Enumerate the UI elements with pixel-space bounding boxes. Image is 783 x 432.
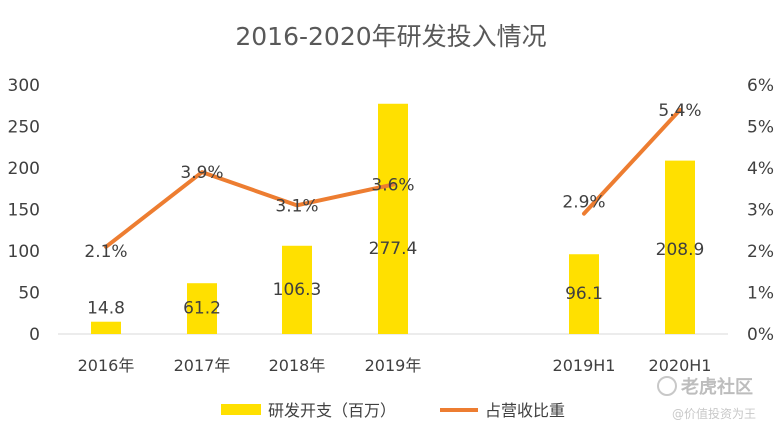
- left-tick-label: 50: [18, 284, 40, 304]
- bar: [378, 103, 408, 335]
- line-data-label: 3.1%: [275, 196, 318, 216]
- line-data-label: 3.6%: [371, 176, 414, 196]
- left-tick-label: 100: [8, 242, 40, 262]
- bar-data-labels: 14.8 61.2 106.3 277.4 96.1 208.9: [87, 239, 704, 319]
- bar-data-label: 61.2: [183, 299, 221, 319]
- category-label: 2019年: [365, 356, 422, 375]
- left-tick-label: 150: [8, 201, 40, 221]
- watermark-logo-icon: [657, 376, 677, 396]
- category-label: 2019H1: [553, 356, 616, 375]
- line-series: [104, 107, 682, 249]
- legend: 研发开支（百万） 占营收比重: [221, 401, 565, 420]
- line-data-label: 5.4%: [658, 101, 701, 121]
- right-tick-label: 0%: [747, 325, 774, 345]
- category-label: 2018年: [269, 356, 326, 375]
- right-tick-label: 3%: [747, 201, 774, 221]
- bar-series: [91, 103, 695, 335]
- right-tick-label: 6%: [747, 76, 774, 96]
- category-label: 2016年: [78, 356, 135, 375]
- line-data-label: 2.9%: [562, 193, 605, 213]
- bar: [91, 321, 121, 334]
- legend-label-bar: 研发开支（百万）: [268, 401, 396, 420]
- left-axis-ticks: 0 50 100 150 200 250 300: [8, 76, 40, 345]
- chart-title: 2016-2020年研发投入情况: [235, 22, 546, 51]
- bar-data-label: 208.9: [656, 240, 705, 260]
- right-tick-label: 2%: [747, 242, 774, 262]
- bar-data-label: 277.4: [369, 239, 418, 259]
- left-tick-label: 300: [8, 76, 40, 96]
- right-axis-ticks: 0% 1% 2% 3% 4% 5% 6%: [747, 76, 774, 345]
- legend-label-line: 占营收比重: [485, 401, 565, 420]
- left-tick-label: 200: [8, 159, 40, 179]
- line-segment: [104, 170, 395, 249]
- line-data-label: 2.1%: [84, 242, 127, 262]
- category-label: 2020H1: [649, 356, 712, 375]
- right-tick-label: 5%: [747, 118, 774, 138]
- bar: [665, 160, 695, 334]
- legend-swatch-bar: [221, 404, 261, 415]
- bar-data-label: 96.1: [565, 284, 603, 304]
- left-tick-label: 0: [29, 325, 40, 345]
- bar: [569, 254, 599, 334]
- watermark: 老虎社区 @价值投资为王: [657, 376, 756, 421]
- right-tick-label: 4%: [747, 159, 774, 179]
- watermark-brand: 老虎社区: [681, 376, 753, 398]
- line-data-labels: 2.1% 3.9% 3.1% 3.6% 2.9% 5.4%: [84, 101, 701, 262]
- line-data-label: 3.9%: [180, 163, 223, 183]
- right-tick-label: 1%: [747, 284, 774, 304]
- bar: [187, 283, 217, 334]
- watermark-handle: @价值投资为王: [672, 406, 756, 421]
- category-labels: 2016年 2017年 2018年 2019年 2019H1 2020H1: [78, 356, 712, 375]
- bar-data-label: 14.8: [87, 299, 125, 319]
- bar-data-label: 106.3: [273, 280, 322, 300]
- line-segment: [582, 107, 682, 216]
- category-label: 2017年: [174, 356, 231, 375]
- bar: [282, 245, 312, 334]
- left-tick-label: 250: [8, 118, 40, 138]
